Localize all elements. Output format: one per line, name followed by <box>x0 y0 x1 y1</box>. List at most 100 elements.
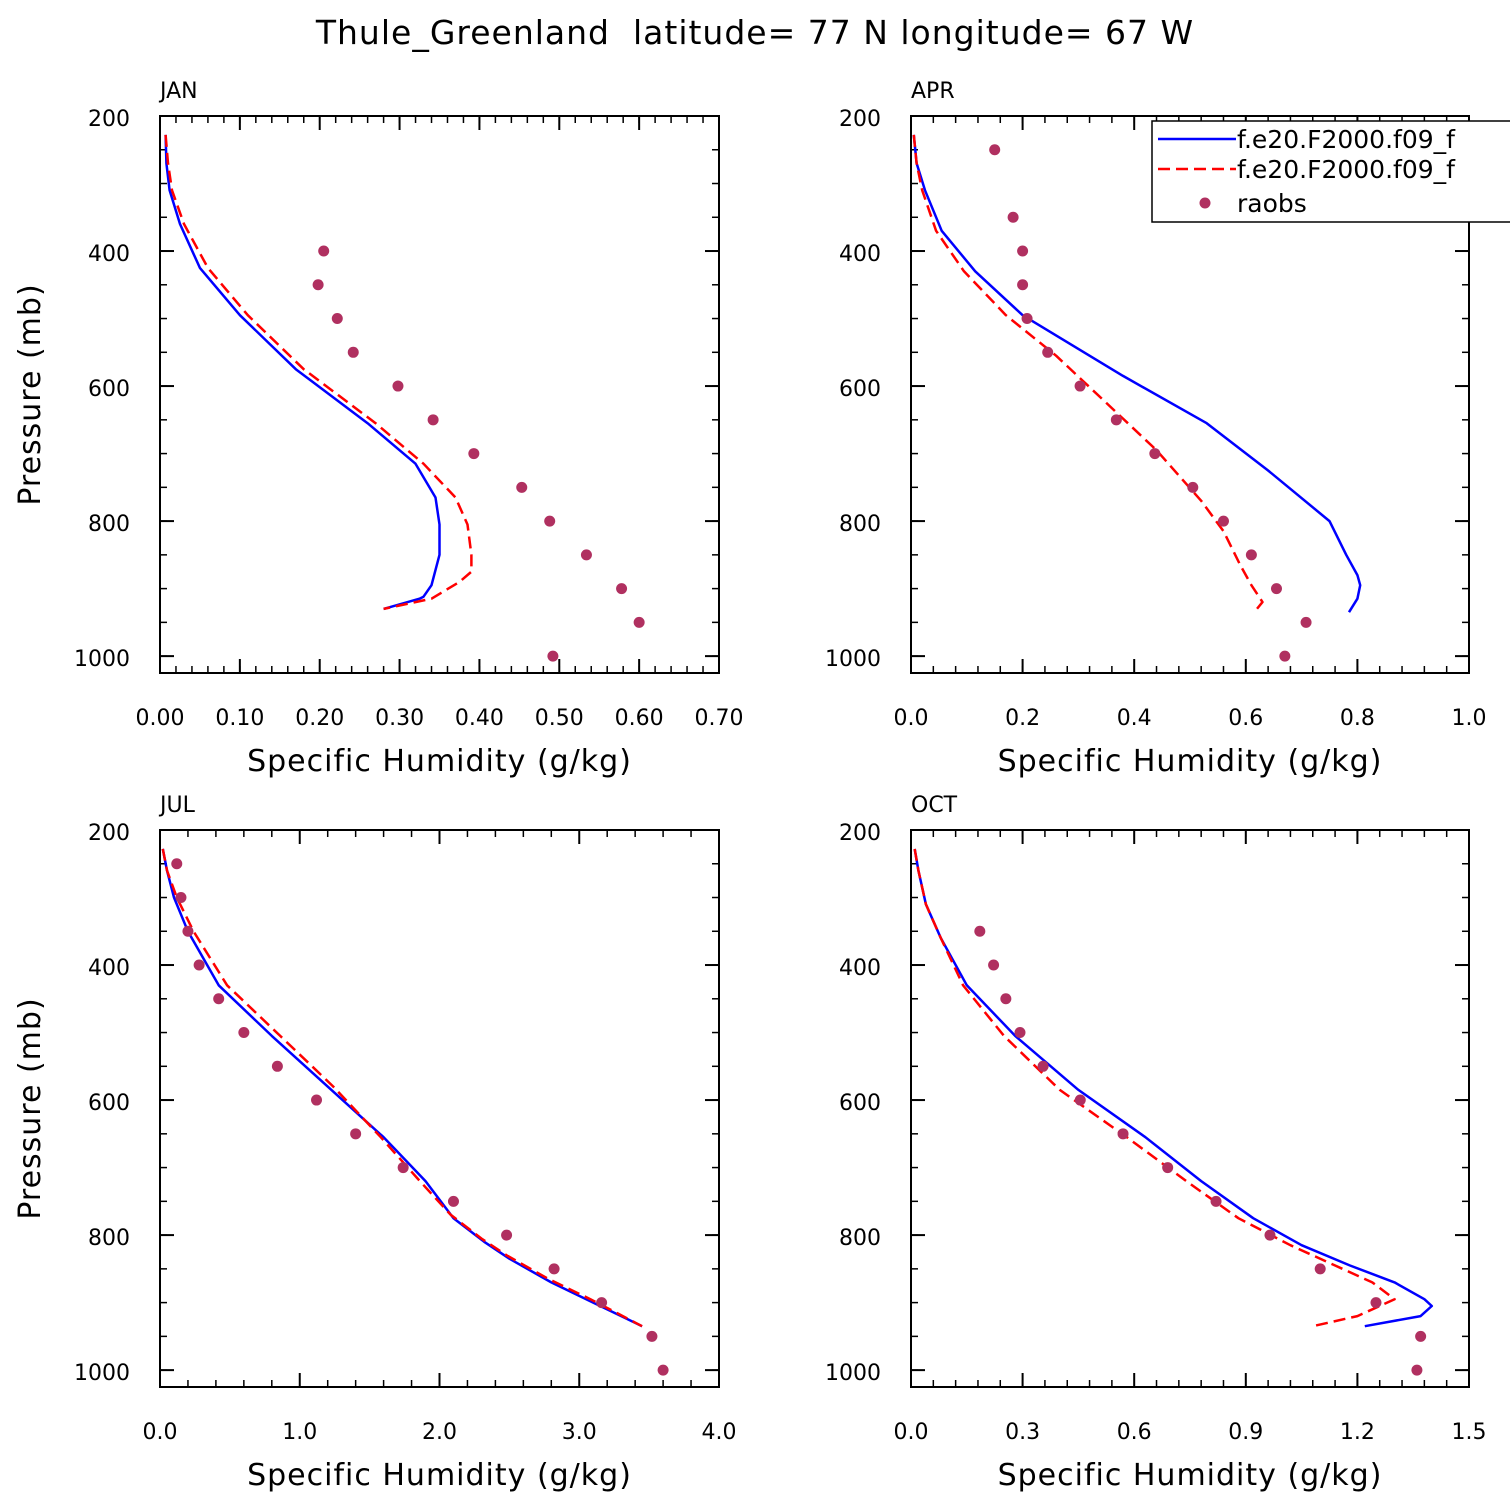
raobs-point <box>988 959 1000 971</box>
raobs-point <box>175 892 187 904</box>
raobs-point <box>1074 1094 1086 1106</box>
plot-area <box>164 134 645 662</box>
series-line-model1 <box>913 848 1434 1328</box>
y-axis-title: Pressure (mb) <box>13 997 48 1219</box>
raobs-point <box>544 515 556 527</box>
y-tick-label: 1000 <box>825 1361 881 1386</box>
x-axis-title: Specific Humidity (g/kg) <box>247 1458 632 1493</box>
x-tick-label: 0.6 <box>1228 706 1263 731</box>
y-tick-label: 600 <box>88 377 130 402</box>
y-tick-label: 1000 <box>74 647 130 672</box>
raobs-point <box>1000 993 1012 1005</box>
y-tick-label: 400 <box>839 956 881 981</box>
raobs-point <box>1187 481 1199 493</box>
raobs-point <box>213 993 225 1005</box>
raobs-point <box>633 616 645 628</box>
x-tick-label: 2.0 <box>422 1420 457 1445</box>
raobs-point <box>1042 346 1054 358</box>
plot-frame <box>910 115 1470 674</box>
figure-title: Thule_Greenland latitude= 77 N longitude… <box>315 13 1194 52</box>
legend-label: f.e20.F2000.f09_f <box>1237 155 1456 184</box>
x-tick-label: 4.0 <box>702 1420 737 1445</box>
raobs-point <box>657 1364 669 1376</box>
panel-jul: JUL 0.0 1.0 2.0 3.0 4.0 200 400 600 800 1000 Specif… <box>13 793 737 1493</box>
y-tick-label: 400 <box>88 242 130 267</box>
plot-area <box>161 848 669 1376</box>
panel-apr: APR 0.0 0.2 0.4 0.6 0.8 1.0 200 400 600 800 1000 Spe… <box>825 79 1487 779</box>
raobs-point <box>312 279 324 291</box>
raobs-point <box>311 1094 323 1106</box>
raobs-point <box>547 650 559 662</box>
raobs-point <box>1007 211 1019 223</box>
panel-oct: OCT 0.0 0.3 0.6 0.9 1.2 1.5 200 400 600 800 1000 Spe… <box>825 793 1487 1493</box>
raobs-point <box>1110 414 1122 426</box>
plot-frame <box>159 115 720 674</box>
y-tick-label: 800 <box>88 1226 130 1251</box>
raobs-point <box>580 549 592 561</box>
x-tick-label: 0.30 <box>375 706 424 731</box>
legend-marker-raobs <box>1199 197 1211 209</box>
y-tick-label: 800 <box>839 512 881 537</box>
plot-frame <box>910 829 1470 1388</box>
legend-label: f.e20.F2000.f09_f <box>1237 125 1456 154</box>
y-tick-label: 200 <box>839 107 881 132</box>
x-tick-label: 0.8 <box>1340 706 1375 731</box>
series-line-model2 <box>912 134 1264 613</box>
series-line-model1 <box>161 848 643 1328</box>
x-tick-label: 0.10 <box>215 706 264 731</box>
x-tick-label: 0.0 <box>894 706 929 731</box>
raobs-point <box>1217 515 1229 527</box>
x-tick-label: 0.3 <box>1005 1420 1040 1445</box>
raobs-point <box>1314 1263 1326 1275</box>
panel-label: JUL <box>158 793 196 818</box>
panel-label: JAN <box>158 79 198 104</box>
raobs-point <box>1270 583 1282 595</box>
raobs-point <box>1014 1027 1026 1039</box>
y-tick-label: 400 <box>839 242 881 267</box>
raobs-point <box>516 481 528 493</box>
raobs-point <box>1210 1195 1222 1207</box>
x-axis-title: Specific Humidity (g/kg) <box>998 744 1383 779</box>
raobs-point <box>974 925 986 937</box>
raobs-point <box>1017 245 1029 257</box>
y-tick-label: 1000 <box>825 647 881 672</box>
raobs-point <box>271 1060 283 1072</box>
raobs-point <box>1117 1128 1129 1140</box>
x-tick-label: 0.4 <box>1117 706 1152 731</box>
x-tick-label: 1.0 <box>1452 706 1487 731</box>
x-tick-label: 0.9 <box>1228 1420 1263 1445</box>
x-axis-title: Specific Humidity (g/kg) <box>247 744 632 779</box>
raobs-point <box>392 380 404 392</box>
y-tick-label: 200 <box>88 821 130 846</box>
y-tick-label: 200 <box>839 821 881 846</box>
raobs-point <box>171 858 183 870</box>
raobs-point <box>397 1162 409 1174</box>
raobs-point <box>350 1128 362 1140</box>
raobs-point <box>1074 380 1086 392</box>
x-axis-title: Specific Humidity (g/kg) <box>998 1458 1383 1493</box>
x-tick-label: 3.0 <box>562 1420 597 1445</box>
y-axis-title: Pressure (mb) <box>13 283 48 505</box>
y-tick-label: 400 <box>88 956 130 981</box>
plot-area <box>912 134 1362 662</box>
raobs-point <box>501 1229 513 1241</box>
raobs-point <box>238 1027 250 1039</box>
raobs-point <box>331 313 343 325</box>
series-line-model2 <box>164 134 473 611</box>
raobs-point <box>1264 1229 1276 1241</box>
raobs-point <box>193 959 205 971</box>
x-tick-label: 0.50 <box>535 706 584 731</box>
raobs-point <box>1245 549 1257 561</box>
raobs-point <box>548 1263 560 1275</box>
x-tick-label: 0.60 <box>615 706 664 731</box>
raobs-point <box>1411 1364 1423 1376</box>
x-tick-label: 0.70 <box>695 706 744 731</box>
series-line-model1 <box>912 134 1362 613</box>
raobs-point <box>468 448 480 460</box>
raobs-point <box>427 414 439 426</box>
raobs-point <box>596 1297 608 1309</box>
raobs-point <box>318 245 330 257</box>
panel-jan: JAN 0.00 0.10 0.20 0.30 0.40 0.50 0.60 0.70 200 40… <box>13 79 743 779</box>
y-tick-label: 600 <box>88 1091 130 1116</box>
